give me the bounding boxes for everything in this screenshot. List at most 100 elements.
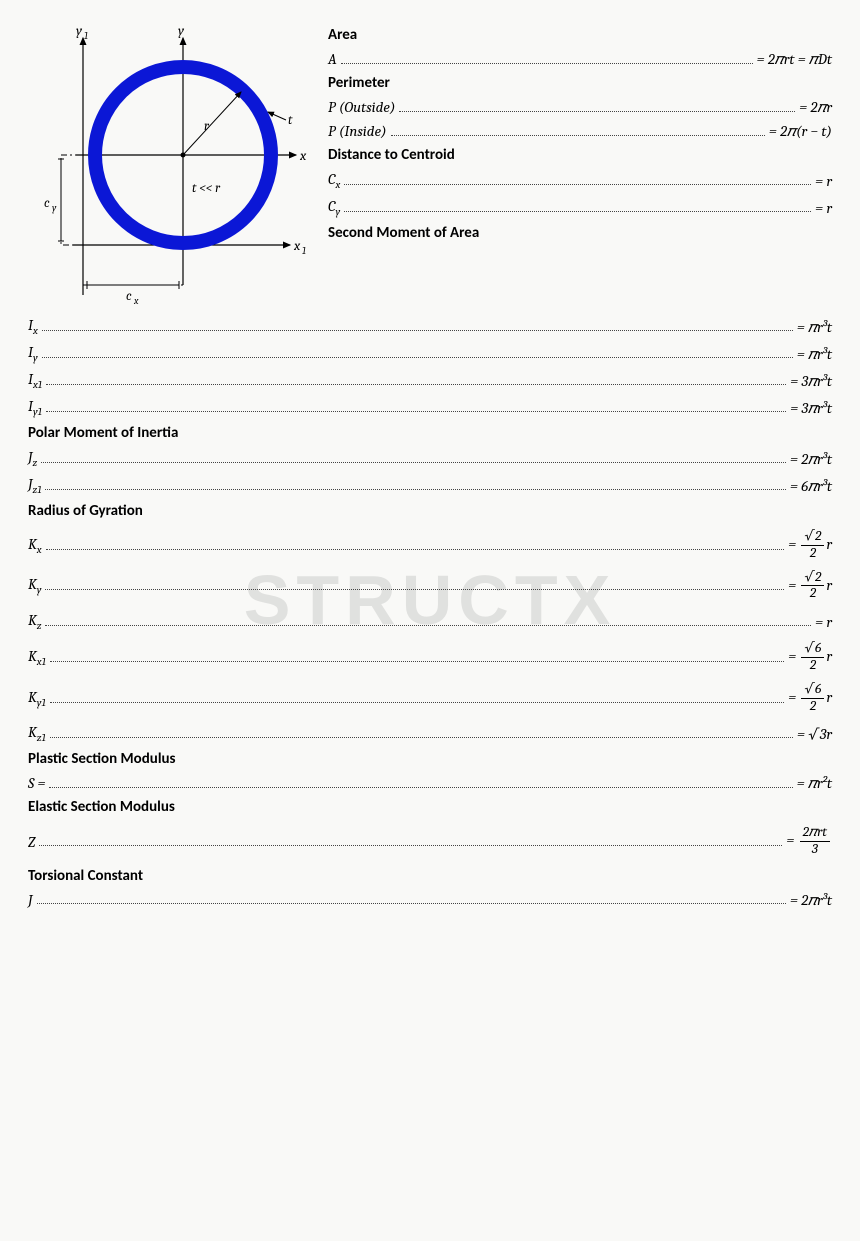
svg-text:c: c [44, 196, 50, 211]
leader-dots [37, 892, 786, 904]
formula-rhs: = √62r [788, 642, 832, 673]
leader-dots [45, 578, 784, 590]
formula-lhs: P (Outside) [328, 98, 395, 116]
leader-dots [391, 124, 765, 136]
formula-rhs: = √22r [788, 530, 832, 561]
leader-dots [46, 400, 786, 412]
svg-text:x: x [299, 147, 307, 164]
leader-dots [46, 538, 785, 550]
svg-text:1: 1 [84, 30, 88, 42]
formula-lhs: Jz1 [28, 475, 41, 496]
formula-rhs: = 𝜋r³t [797, 345, 832, 363]
formula-lhs: Ix1 [28, 370, 42, 391]
svg-text:y: y [52, 202, 57, 214]
svg-text:x: x [133, 295, 139, 307]
leader-dots [344, 173, 811, 185]
formula-rhs: = 2𝜋r³t [790, 891, 832, 909]
formula-lhs: Ky1 [28, 688, 46, 709]
svg-text:t: t [288, 113, 293, 128]
formula-row: Iy = 𝜋r³t [28, 343, 832, 364]
formula-lhs: J [28, 891, 33, 909]
formula-row: Z = 2𝜋rt3 [28, 826, 832, 857]
leader-dots [46, 373, 786, 385]
leader-dots [341, 52, 753, 64]
formula-rhs: = r [815, 199, 832, 217]
right-column: Area A = 2𝜋rt = 𝜋Dt Perimeter P (Outside) = 2… [328, 20, 832, 310]
formula-row: Ky1 = √62r [28, 683, 832, 714]
leader-dots [50, 726, 793, 738]
svg-text:c: c [126, 289, 132, 304]
formula-row: Jz1 = 6𝜋r³t [28, 475, 832, 496]
formula-rhs: = 2𝜋rt3 [786, 826, 832, 857]
leader-dots [42, 346, 793, 358]
formula-row: J = 2𝜋r³t [28, 891, 832, 909]
formula-lhs: Cy [328, 197, 340, 218]
section-heading: Radius of Gyration [28, 502, 832, 520]
formula-lhs: Kz [28, 611, 41, 632]
formula-row: Iy1 = 3𝜋r³t [28, 397, 832, 418]
full-width-sections: Ix= 𝜋r³tIy= 𝜋r³tIx1= 3𝜋r³tIy1= 3𝜋r³tPola… [28, 316, 832, 909]
formula-lhs: Kz1 [28, 723, 46, 744]
formula-row: Cx = r [328, 170, 832, 191]
diagram-thin-ring: y 1 y x x 1 r t t << r [28, 20, 308, 310]
section-heading: Plastic Section Modulus [28, 750, 832, 768]
formula-row: Ix1 = 3𝜋r³t [28, 370, 832, 391]
leader-dots [41, 451, 786, 463]
section-heading: Elastic Section Modulus [28, 798, 832, 816]
formula-row: Kz1 = √3r [28, 723, 832, 744]
formula-row: Jz = 2𝜋r³t [28, 448, 832, 469]
leader-dots [50, 691, 784, 703]
formula-rhs: = 6𝜋r³t [790, 477, 832, 495]
leader-dots [45, 478, 786, 490]
formula-lhs: Iy1 [28, 397, 42, 418]
leader-dots [45, 614, 811, 626]
top-row: y 1 y x x 1 r t t << r [28, 20, 832, 310]
svg-text:t << r: t << r [192, 181, 221, 196]
formula-row: Kx = √22r [28, 530, 832, 561]
formula-rhs: = 𝜋r²t [797, 774, 832, 792]
section-heading: Distance to Centroid [328, 146, 832, 164]
leader-dots [50, 650, 784, 662]
leader-dots [39, 834, 782, 846]
formula-rhs: = 2𝜋rt = 𝜋Dt [757, 50, 832, 68]
section-heading: Area [328, 26, 832, 44]
formula-row: Cy = r [328, 197, 832, 218]
formula-lhs: Kx [28, 535, 42, 556]
formula-lhs: Iy [28, 343, 38, 364]
formula-row: A = 2𝜋rt = 𝜋Dt [328, 50, 832, 68]
formula-lhs: Cx [328, 170, 340, 191]
formula-rhs: = √22r [788, 571, 832, 602]
formula-lhs: S = [28, 774, 45, 792]
leader-dots [49, 776, 792, 788]
formula-row: P (Outside) = 2𝜋r [328, 98, 832, 116]
svg-text:y: y [178, 22, 185, 39]
formula-row: P (Inside) = 2𝜋(r − t) [328, 122, 832, 140]
formula-row: S = = 𝜋r²t [28, 774, 832, 792]
formula-rhs: = √3r [797, 725, 832, 743]
formula-rhs: = r [815, 172, 832, 190]
formula-rhs: = 3𝜋r³t [790, 372, 832, 390]
formula-row: Kx1 = √62r [28, 642, 832, 673]
formula-row: Ky = √22r [28, 571, 832, 602]
formula-rhs: = 2𝜋r [799, 98, 832, 116]
formula-lhs: A [328, 50, 337, 68]
formula-lhs: Jz [28, 448, 37, 469]
formula-rhs: = 𝜋r³t [797, 318, 832, 336]
formula-rhs: = 3𝜋r³t [790, 399, 832, 417]
section-heading: Perimeter [328, 74, 832, 92]
leader-dots [399, 100, 795, 112]
formula-lhs: Z [28, 833, 35, 851]
leader-dots [344, 200, 811, 212]
section-heading: Second Moment of Area [328, 224, 832, 242]
formula-rhs: = √62r [788, 683, 832, 714]
section-heading: Torsional Constant [28, 867, 832, 885]
formula-lhs: Kx1 [28, 647, 46, 668]
formula-rhs: = 2𝜋r³t [790, 450, 832, 468]
formula-lhs: Ky [28, 575, 41, 596]
formula-lhs: P (Inside) [328, 122, 387, 140]
svg-text:y: y [76, 22, 83, 39]
formula-rhs: = 2𝜋(r − t) [769, 122, 832, 140]
leader-dots [42, 319, 793, 331]
formula-row: Kz= r [28, 611, 832, 632]
formula-lhs: Ix [28, 316, 38, 337]
